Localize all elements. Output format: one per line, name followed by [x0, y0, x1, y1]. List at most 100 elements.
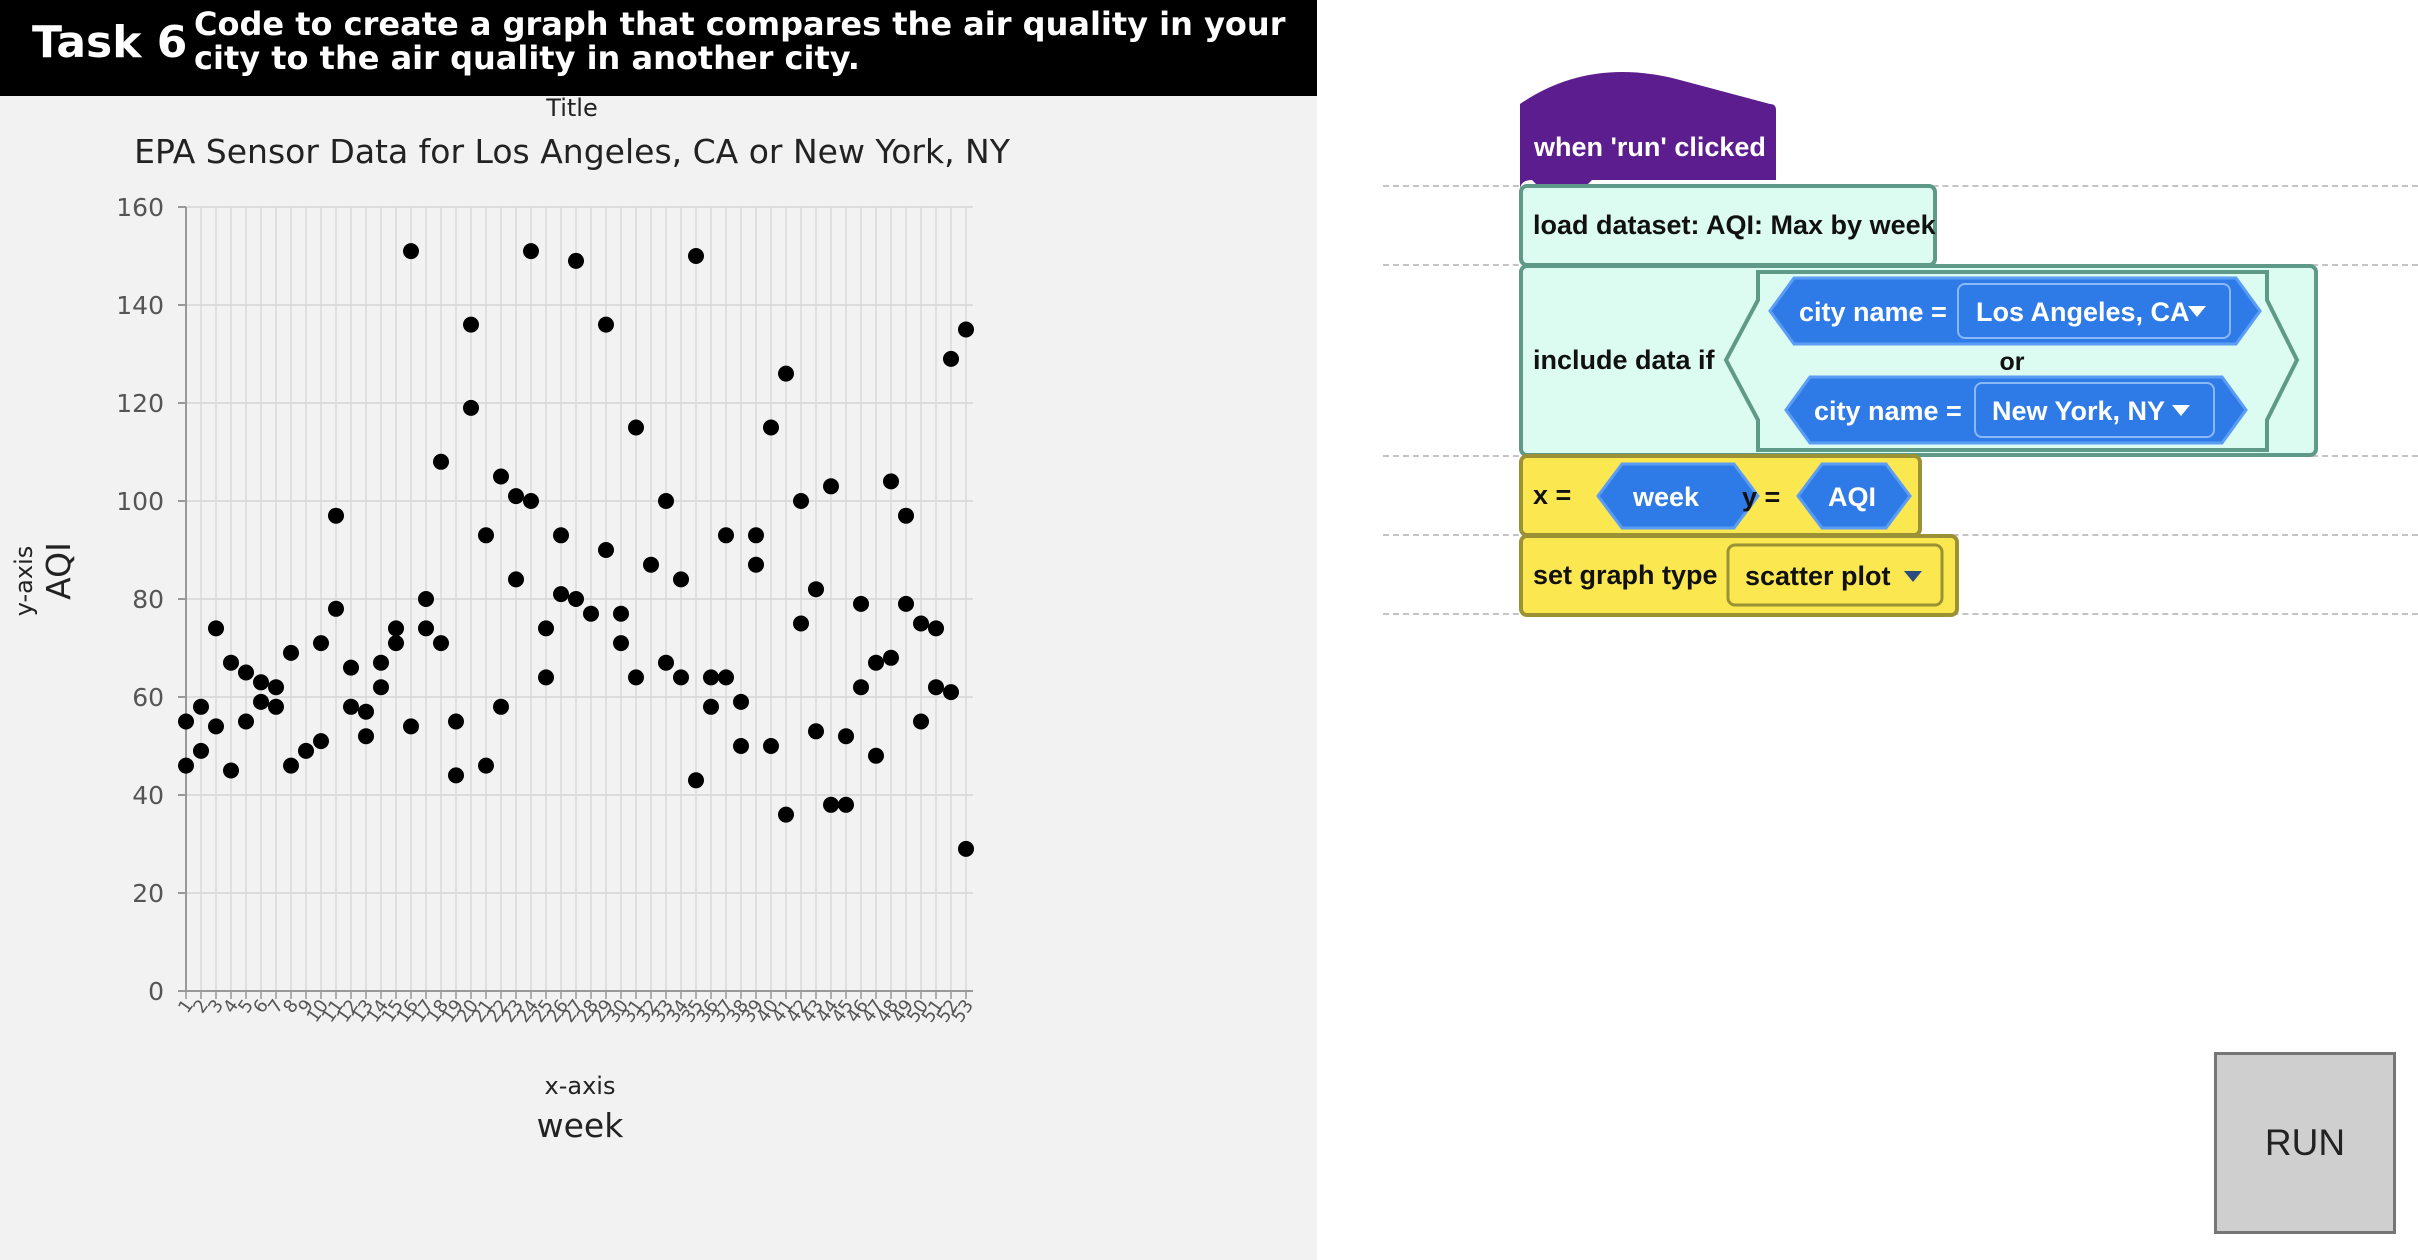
y-tick-label: 100	[116, 487, 164, 516]
graph-panel: Task 6 Code to create a graph that compa…	[0, 0, 1317, 1260]
data-point	[718, 669, 734, 686]
task-description: Code to create a graph that compares the…	[194, 5, 1286, 77]
load-dataset-label: load dataset: AQI: Max by week	[1533, 210, 1936, 240]
data-point	[358, 728, 374, 745]
x-assign-label: x =	[1533, 480, 1572, 510]
data-point	[688, 772, 704, 789]
y-tick-label: 120	[116, 389, 164, 418]
data-point	[628, 669, 644, 686]
data-point	[598, 316, 614, 333]
data-point	[388, 635, 404, 652]
data-point	[868, 747, 884, 764]
graph-type-label: set graph type	[1533, 560, 1718, 590]
y-axis-title: AQI	[39, 542, 78, 600]
data-point	[508, 571, 524, 588]
data-point	[898, 507, 914, 524]
data-point	[283, 644, 299, 661]
data-point	[223, 654, 239, 671]
data-point	[673, 571, 689, 588]
scatter-chart: Title EPA Sensor Data for Los Angeles, C…	[10, 96, 1011, 1145]
data-point	[343, 659, 359, 676]
city-dropdown-ny[interactable]	[1974, 382, 2215, 438]
data-point	[613, 605, 629, 622]
data-point	[298, 742, 314, 759]
data-point	[493, 468, 509, 485]
data-point	[793, 615, 809, 632]
run-event-block[interactable]	[1520, 72, 1776, 194]
data-point	[313, 635, 329, 652]
x-axis-caption: x-axis	[545, 1072, 616, 1100]
y-variable-aqi[interactable]	[1796, 462, 1912, 530]
data-point	[193, 742, 209, 759]
data-point	[778, 365, 794, 382]
run-button[interactable]: RUN	[2214, 1052, 2396, 1234]
data-point	[583, 605, 599, 622]
data-point	[703, 669, 719, 686]
data-point	[958, 321, 974, 338]
data-point	[628, 419, 644, 436]
data-point	[943, 684, 959, 701]
task-header: Task 6 Code to create a graph that compa…	[0, 0, 1317, 96]
y-assign-label: y =	[1742, 482, 1780, 512]
data-point	[328, 507, 344, 524]
data-point	[538, 620, 554, 637]
data-point	[523, 493, 539, 509]
data-point	[823, 478, 839, 495]
y-tick-label: 0	[148, 977, 164, 1006]
condition-2-field: city name =	[1814, 396, 1962, 426]
data-point	[748, 527, 764, 544]
data-point	[538, 669, 554, 686]
city-dropdown-la[interactable]	[1957, 283, 2231, 339]
or-label: or	[2000, 348, 2025, 376]
data-point	[178, 713, 194, 730]
data-point	[568, 591, 584, 607]
data-point	[313, 733, 329, 750]
data-point	[223, 762, 239, 779]
data-point	[703, 698, 719, 715]
include-data-label: include data if	[1533, 345, 1715, 375]
data-point	[268, 698, 284, 715]
data-point	[433, 635, 449, 652]
title-caption: Title	[545, 96, 597, 122]
data-point	[403, 718, 419, 735]
x-axis-title: week	[537, 1106, 625, 1145]
data-point	[943, 350, 959, 367]
graph-type-dropdown[interactable]	[1726, 543, 1944, 607]
graph-type-value: scatter plot	[1745, 561, 1891, 591]
data-point	[853, 595, 869, 612]
y-tick-label: 60	[132, 683, 164, 712]
y-tick-label: 20	[132, 879, 164, 908]
y-axis-ticks: 0 20 40 60 80 100 120 140 160	[116, 193, 186, 1006]
data-point	[883, 649, 899, 666]
data-point	[508, 488, 524, 505]
data-point	[763, 419, 779, 436]
data-point	[658, 493, 674, 509]
data-point	[898, 595, 914, 612]
chevron-down-icon	[2172, 405, 2190, 416]
data-point	[763, 738, 779, 754]
data-point	[268, 679, 284, 696]
data-point	[343, 698, 359, 715]
data-points	[178, 243, 974, 857]
data-point	[913, 615, 929, 632]
data-point	[493, 698, 509, 715]
data-point	[688, 248, 704, 264]
y-axis-caption: y-axis	[10, 546, 38, 617]
y-tick-label: 160	[116, 193, 164, 222]
data-point	[838, 728, 854, 745]
data-point	[253, 674, 269, 691]
city-dropdown-ny-value: New York, NY	[1992, 396, 2165, 426]
x-variable-week[interactable]	[1596, 462, 1760, 530]
city-dropdown-la-value: Los Angeles, CA	[1976, 297, 2190, 327]
data-point	[403, 243, 419, 260]
data-point	[853, 679, 869, 696]
data-point	[748, 556, 764, 573]
data-point	[208, 718, 224, 735]
data-point	[958, 840, 974, 857]
data-point	[808, 723, 824, 740]
chevron-down-icon	[2188, 306, 2206, 317]
data-point	[463, 316, 479, 333]
data-point	[478, 757, 494, 774]
